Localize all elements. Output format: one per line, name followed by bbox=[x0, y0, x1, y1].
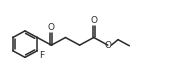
Text: F: F bbox=[39, 51, 44, 60]
Text: O: O bbox=[90, 16, 97, 25]
Text: O: O bbox=[48, 23, 55, 32]
Text: O: O bbox=[104, 41, 111, 50]
